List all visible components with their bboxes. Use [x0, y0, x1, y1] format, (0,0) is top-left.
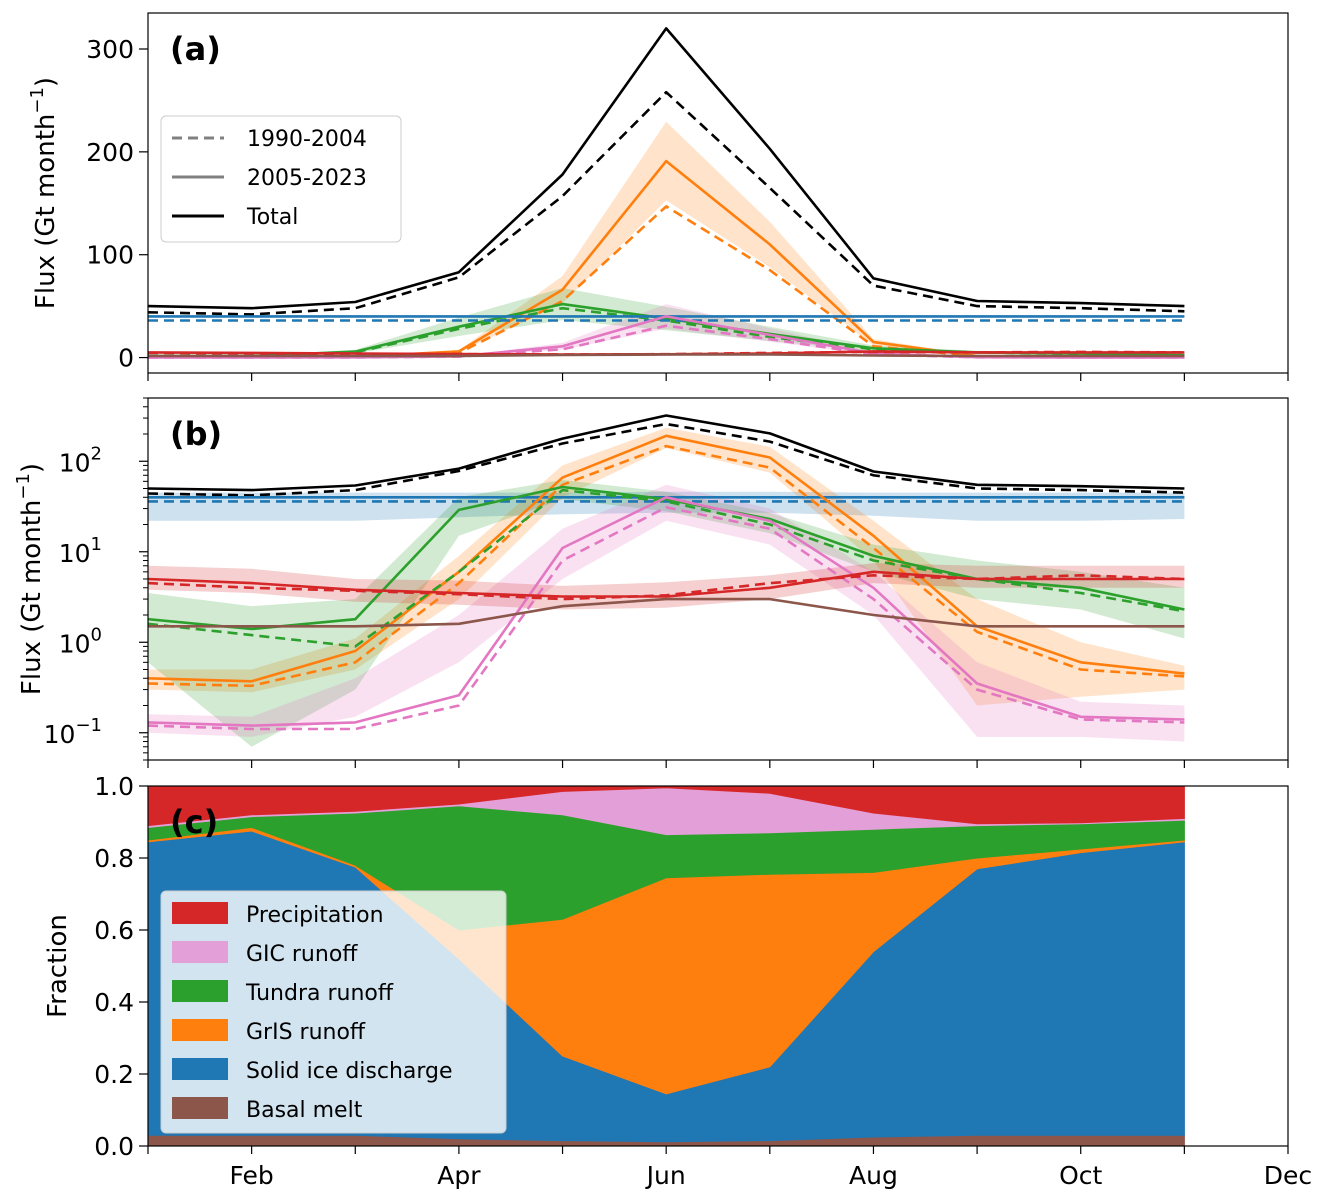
- panel-a-plot-area: [148, 27, 1185, 359]
- gris-runoff-line-2005-2023: [148, 434, 1185, 683]
- total-line-2005-2023: [148, 414, 1185, 492]
- legend-box: [160, 115, 402, 243]
- x-tick-label: Aug: [849, 1161, 898, 1190]
- panel-a-legend: 1990-2004 2005-2023 Total: [160, 115, 402, 243]
- y-tick-label: 1.0: [94, 772, 134, 801]
- panel-a-x-ticks: [147, 373, 1289, 381]
- legend-label: GIC runoff: [246, 942, 358, 967]
- tundra-runoff-legend-swatch: [172, 980, 228, 1002]
- y-tick-label: 300: [86, 35, 134, 64]
- gris-runoff-line-1990-2004: [148, 205, 1185, 359]
- x-tick-label: Feb: [230, 1161, 274, 1190]
- panel-b-y-axis-label: Flux (Gt month−1): [13, 463, 47, 695]
- legend-label: Tundra runoff: [245, 981, 394, 1006]
- y-tick-label: 10−1: [44, 715, 102, 749]
- panel-a-y-ticks: 0 100 200 300: [86, 35, 148, 373]
- y-tick-label: 0.0: [94, 1132, 134, 1161]
- tundra-runoff-line-1990-2004: [148, 488, 1185, 648]
- y-tick-label: 101: [59, 534, 102, 568]
- panel-b-y-ticks: 10−1 100 101 102: [44, 397, 148, 761]
- gic-runoff-legend-swatch: [172, 941, 228, 963]
- panel-b: 10−1 100 101 102 (b) Flux (Gt month−1): [13, 397, 1289, 768]
- panel-c-y-ticks: 0.0 0.2 0.4 0.6 0.8 1.0: [94, 772, 148, 1161]
- legend-items: Precipitation GIC runoff Tundra runoff GrIS…: [172, 902, 453, 1123]
- y-tick-label: 0.4: [94, 988, 134, 1017]
- panel-a-tag: (a): [170, 30, 221, 68]
- legend-label: Basal melt: [246, 1098, 363, 1123]
- panel-c-tag: (c): [170, 803, 218, 841]
- x-tick-label: Apr: [437, 1161, 481, 1190]
- gic-runoff-line-1990-2004: [148, 324, 1185, 359]
- gris-runoff-legend-swatch: [172, 1019, 228, 1041]
- gic-runoff-line-2005-2023: [148, 496, 1185, 727]
- tundra-runoff-uncertainty-band: [148, 480, 1185, 747]
- y-tick-label: 0: [118, 344, 134, 373]
- legend-label: Solid ice discharge: [246, 1059, 453, 1084]
- gris-runoff-uncertainty-band: [148, 427, 1185, 706]
- panel-b-tag: (b): [170, 415, 222, 453]
- precipitation-legend-swatch: [172, 902, 228, 924]
- total-line-1990-2004: [148, 90, 1185, 316]
- series-group: [148, 27, 1185, 359]
- panel-c-x-ticks: Feb Apr Jun Aug Oct Dec: [147, 1146, 1312, 1190]
- y-tick-label: 0.6: [94, 916, 134, 945]
- tundra-runoff-line-2005-2023: [148, 485, 1185, 631]
- y-tick-label: 100: [59, 624, 102, 658]
- panel-a-frame: [147, 12, 1289, 374]
- panel-c-y-axis-label: Fraction: [43, 914, 73, 1018]
- basal-melt-line-2005-2023: [148, 597, 1185, 628]
- panel-c: 0.0 0.2 0.4 0.6 0.8 1.0 Feb Apr Jun Aug Oct Dec (c…: [43, 772, 1312, 1190]
- gic-runoff-uncertainty-band: [148, 304, 1185, 358]
- gic-runoff-uncertainty-band: [148, 484, 1185, 742]
- basal-melt-line-2005-2023: [148, 353, 1185, 358]
- solid-ice-discharge-legend-swatch: [172, 1058, 228, 1080]
- basal-melt-legend-swatch: [172, 1097, 228, 1119]
- x-tick-label: Dec: [1264, 1161, 1312, 1190]
- total-line-2005-2023: [148, 27, 1185, 310]
- x-tick-label: Jun: [645, 1161, 686, 1190]
- panel-a: 0 100 200 300 (a) Flux (Gt month−1) 1990-20…: [27, 12, 1289, 381]
- y-tick-label: 200: [86, 138, 134, 167]
- legend-box: [160, 890, 507, 1134]
- panel-b-x-ticks: [147, 760, 1289, 768]
- gris-runoff-uncertainty-band: [148, 121, 1185, 358]
- panel-b-plot-area: [148, 414, 1185, 747]
- x-tick-label: Oct: [1059, 1161, 1102, 1190]
- y-tick-label: 0.8: [94, 844, 134, 873]
- legend-label: Precipitation: [246, 903, 384, 928]
- panel-c-legend: Precipitation GIC runoff Tundra runoff GrIS…: [160, 890, 507, 1134]
- y-tick-label: 100: [86, 241, 134, 270]
- panel-a-y-axis-label: Flux (Gt month−1): [27, 77, 61, 309]
- series-group: [148, 414, 1185, 747]
- gic-runoff-line-1990-2004: [148, 506, 1185, 731]
- legend-label-total: Total: [246, 205, 298, 230]
- y-tick-label: 0.2: [94, 1060, 134, 1089]
- precipitation-line-1990-2004: [148, 574, 1185, 601]
- panel-c-frame: [147, 785, 1289, 1147]
- legend-label-1990-2004: 1990-2004: [247, 127, 367, 152]
- legend-label: GrIS runoff: [246, 1020, 366, 1045]
- gris-runoff-line-1990-2004: [148, 444, 1185, 688]
- y-tick-label: 102: [59, 443, 102, 477]
- legend-label-2005-2023: 2005-2023: [247, 166, 367, 191]
